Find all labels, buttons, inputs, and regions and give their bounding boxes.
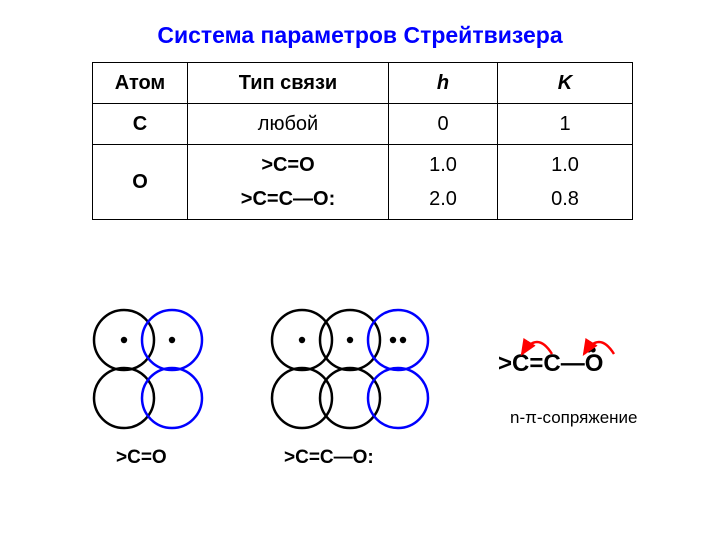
- orbital-diagram-2: [254, 295, 464, 445]
- orbital-diagram-1: [70, 295, 240, 445]
- page-title: Система параметров Стрейтвизера: [0, 22, 720, 49]
- orbital-label-2: >C=C—O:: [284, 447, 374, 469]
- cell-bond: >C=O>C=C—O:: [188, 145, 389, 220]
- cell-bond: любой: [188, 104, 389, 145]
- col-K-header: K: [498, 63, 633, 104]
- cell-K: 1.00.8: [498, 145, 633, 220]
- subcaption: n-π-сопряжение: [510, 408, 638, 428]
- table-row: O >C=O>C=C—O: 1.02.0 1.00.8: [93, 145, 633, 220]
- col-h-header: h: [389, 63, 498, 104]
- cell-h: 0: [389, 104, 498, 145]
- cell-atom: O: [93, 145, 188, 220]
- params-table: Атом Тип связи h K C любой 0 1 O >C=O>C=…: [92, 62, 633, 220]
- cell-atom: C: [93, 104, 188, 145]
- conjugation-formula: >C=C—O••: [498, 350, 603, 378]
- col-bond-header: Тип связи: [188, 63, 389, 104]
- cell-h: 1.02.0: [389, 145, 498, 220]
- table-row: C любой 0 1: [93, 104, 633, 145]
- table-header-row: Атом Тип связи h K: [93, 63, 633, 104]
- col-atom-header: Атом: [93, 63, 188, 104]
- orbital-label-1: >C=O: [116, 447, 167, 469]
- cell-K: 1: [498, 104, 633, 145]
